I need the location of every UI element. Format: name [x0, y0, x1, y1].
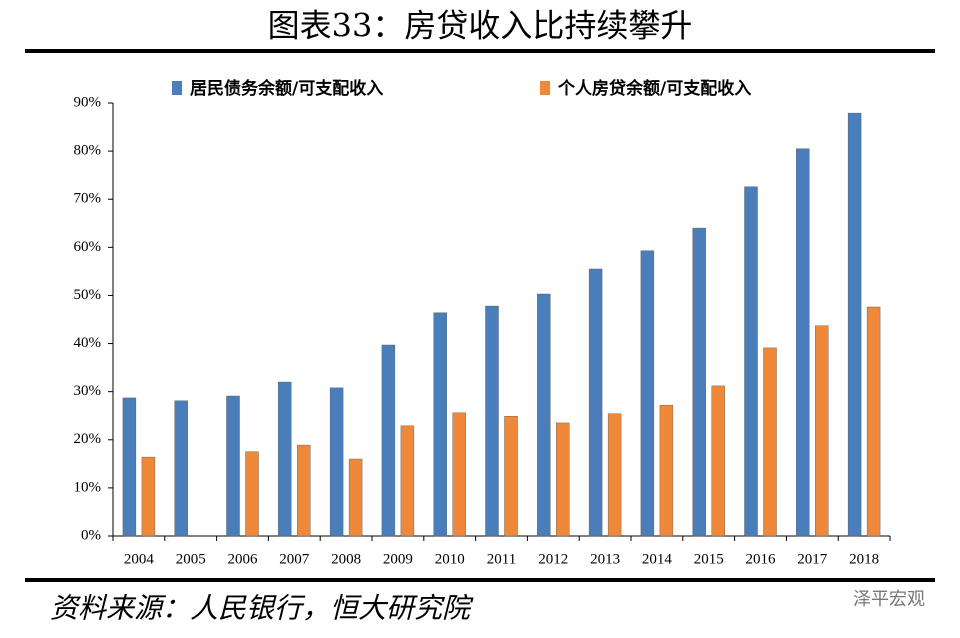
x-tick-label: 2005 [176, 551, 206, 567]
x-tick-label: 2017 [797, 551, 828, 567]
y-tick-label: 40% [74, 335, 102, 351]
bar [174, 400, 188, 537]
watermark: 泽平宏观 [853, 589, 925, 610]
bar [815, 325, 829, 537]
x-tick-label: 2009 [383, 551, 413, 567]
y-tick-label: 50% [74, 287, 102, 303]
y-tick-label: 10% [74, 479, 102, 495]
bar [796, 148, 810, 537]
bar [556, 422, 570, 537]
bar [122, 397, 137, 537]
bar [297, 444, 311, 537]
x-tick-label: 2010 [435, 551, 465, 567]
y-tick-label: 80% [74, 143, 102, 159]
x-tick-label: 2008 [331, 551, 361, 567]
y-tick-label: 70% [74, 191, 102, 207]
bar [504, 416, 518, 537]
bar [452, 412, 466, 537]
bar [847, 112, 862, 537]
bar [692, 227, 706, 537]
bar [141, 456, 156, 537]
bar [226, 395, 240, 537]
y-tick-label: 60% [74, 239, 102, 255]
y-tick-label: 20% [74, 431, 102, 447]
y-tick-label: 30% [74, 383, 102, 399]
bar [640, 250, 655, 537]
x-tick-label: 2006 [228, 551, 259, 567]
bar [485, 305, 499, 537]
bar [329, 387, 344, 537]
bar [400, 425, 415, 537]
bar [245, 451, 259, 537]
bar [744, 186, 758, 537]
x-tick-label: 2016 [746, 551, 777, 567]
bar [588, 268, 603, 537]
source-note: 资料来源：人民银行，恒大研究院 [50, 592, 474, 625]
x-tick-label: 2013 [590, 551, 620, 567]
bar [711, 385, 725, 537]
x-tick-label: 2004 [124, 551, 155, 567]
bar [659, 404, 674, 537]
x-tick-label: 2007 [279, 551, 310, 567]
x-tick-label: 2014 [642, 551, 673, 567]
bar [537, 293, 551, 537]
bar [866, 306, 881, 537]
bar [278, 381, 292, 537]
bar [763, 347, 777, 537]
bar [433, 312, 447, 537]
legend-swatch [540, 81, 550, 95]
bar [607, 413, 622, 537]
legend-label: 居民债务余额/可支配收入 [190, 78, 383, 99]
y-tick-label: 0% [81, 527, 101, 543]
legend-label: 个人房贷余额/可支配收入 [557, 78, 751, 99]
bar [381, 344, 396, 537]
x-tick-label: 2012 [538, 551, 568, 567]
x-tick-label: 2015 [694, 551, 724, 567]
bar [348, 458, 363, 537]
y-tick-label: 90% [74, 94, 102, 110]
legend-swatch [172, 81, 182, 95]
x-tick-label: 2018 [849, 551, 879, 567]
x-tick-label: 2011 [487, 551, 516, 567]
chart-title: 图表33：房贷收入比持续攀升 [268, 7, 693, 45]
